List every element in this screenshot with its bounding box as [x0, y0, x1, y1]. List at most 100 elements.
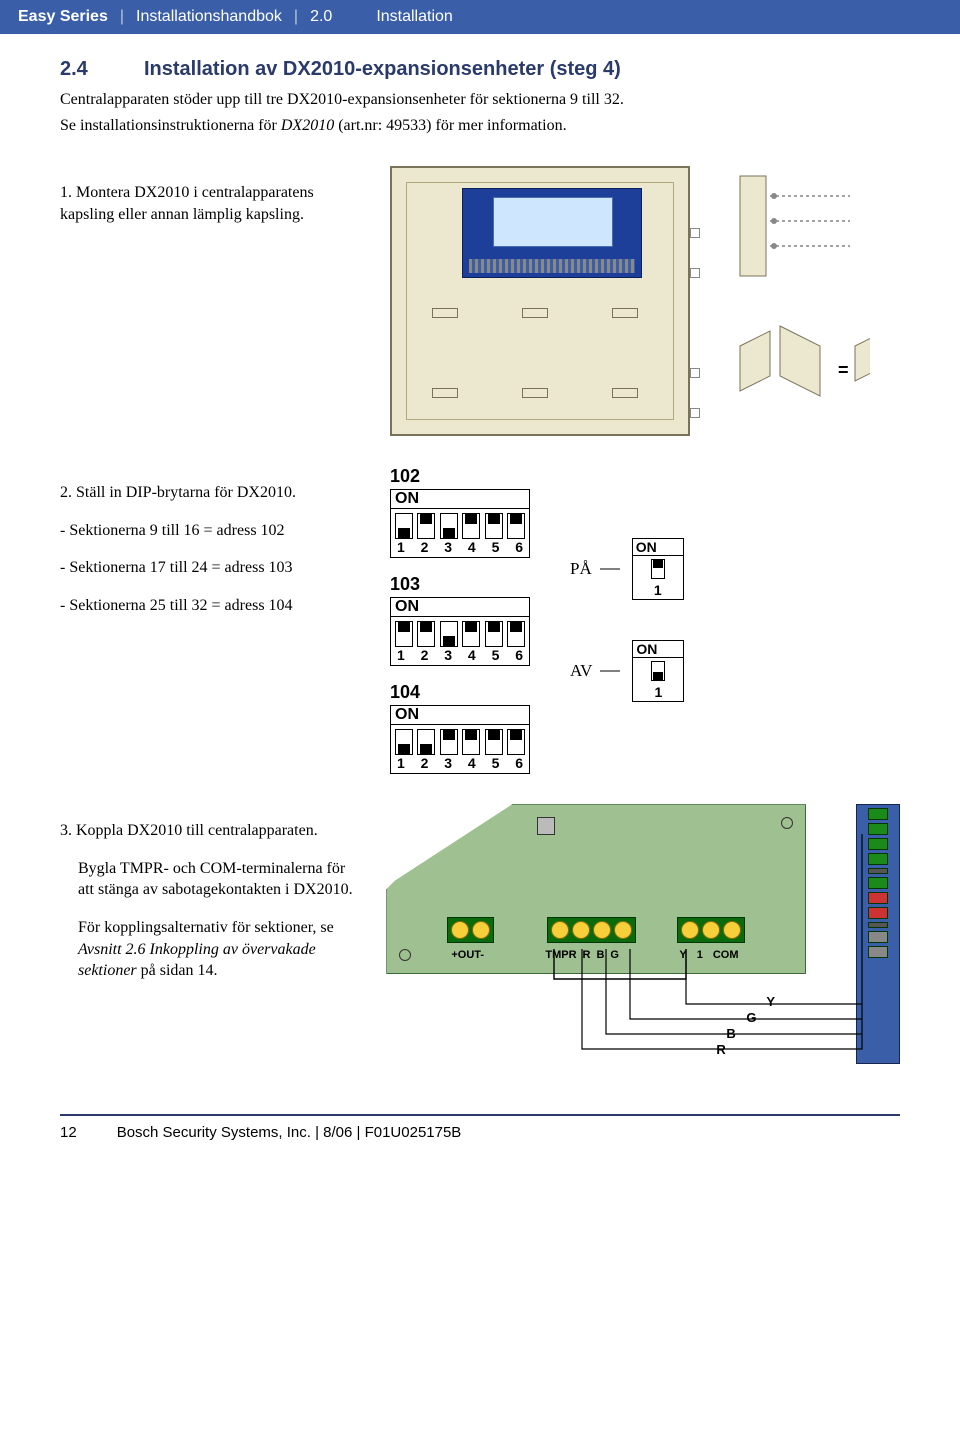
page-body: 2.4 Installation av DX2010-expansionsenh…	[0, 34, 960, 1384]
footer-text: Bosch Security Systems, Inc. | 8/06 | F0…	[117, 1124, 462, 1141]
conn-pad-4	[868, 853, 888, 865]
legend-dip-off-num: 1	[633, 684, 683, 701]
lbl-g: G	[610, 949, 619, 961]
dip-104-body	[391, 725, 529, 755]
step-1-figure: =	[390, 166, 900, 436]
dip-104-addr: 104	[390, 682, 530, 703]
dip-104-nums: 123456	[391, 755, 529, 773]
mount-hole-1	[690, 228, 700, 238]
legend-dip-on-label: ON	[633, 539, 683, 556]
svg-text:=: =	[838, 360, 849, 380]
dip-103-addr: 103	[390, 574, 530, 595]
knockout-5	[522, 388, 548, 398]
mount-hole-4	[690, 408, 700, 418]
wire-lbl-r: R	[716, 1042, 725, 1057]
dip-column: 102 ON 123456 103 ON 123456	[390, 466, 530, 774]
label-com: Y 1 COM	[679, 949, 738, 961]
knockout-1	[432, 308, 458, 318]
step-3: 3. Koppla DX2010 till centralapparaten. …	[60, 804, 900, 1064]
header-sep-2: |	[294, 8, 298, 26]
step-3-body-2: Bygla TMPR- och COM-terminalerna för att…	[78, 858, 356, 901]
section-intro: Centralapparaten stöder upp till tre DX2…	[60, 89, 900, 136]
step-2: 2. Ställ in DIP-brytarna för DX2010. - S…	[60, 466, 900, 774]
header-sep-1: |	[120, 8, 124, 26]
conn-pad-1	[868, 808, 888, 820]
legend-av: AV	[570, 661, 592, 681]
dip-104-switch: ON 123456	[390, 705, 530, 774]
conn-pad-3	[868, 838, 888, 850]
conn-pad-6	[868, 892, 888, 904]
dip-103-body	[391, 617, 529, 647]
lbl-out: +OUT-	[451, 949, 484, 961]
conn-gap-1	[868, 868, 888, 874]
dip-103-on: ON	[391, 598, 529, 617]
step-3-body-3: För kopplingsalternativ för sektioner, s…	[78, 917, 356, 982]
intro-line-1: Centralapparaten stöder upp till tre DX2…	[60, 89, 900, 111]
terminal-out	[447, 917, 494, 943]
header-section-name: Installation	[376, 8, 453, 26]
step-3-body-1: Koppla DX2010 till centralapparaten.	[76, 822, 318, 839]
intro-2b: (art.nr: 49533) för mer information.	[334, 117, 566, 134]
conn-pad-8	[868, 931, 888, 943]
legend-arrow-off	[600, 651, 624, 691]
dip-102-nums: 123456	[391, 539, 529, 557]
pcb-hole-tr	[781, 817, 793, 829]
step-3-text: 3. Koppla DX2010 till centralapparaten. …	[60, 804, 356, 998]
wire-lbl-b: B	[726, 1026, 735, 1041]
dip-102-addr: 102	[390, 466, 530, 487]
section-title: Installation av DX2010-expansionsenheter…	[144, 58, 621, 81]
label-out: +OUT-	[451, 949, 484, 961]
dip-104-on: ON	[391, 706, 529, 725]
mounting-svg: =	[710, 166, 870, 436]
step-2-num: 2.	[60, 484, 72, 501]
step-2-item-2: - Sektionerna 17 till 24 = adress 103	[72, 557, 360, 579]
step-2-title-text: Ställ in DIP-brytarna för DX2010.	[76, 484, 296, 501]
mount-hole-3	[690, 368, 700, 378]
knockout-3	[612, 308, 638, 318]
lbl-r: R	[583, 949, 591, 961]
dx2010-pcb: +OUT- TMPR R B G Y 1 COM	[386, 804, 806, 974]
step-3-line-1: 3. Koppla DX2010 till centralapparaten.	[60, 820, 356, 842]
lbl-tmpr: TMPR	[545, 949, 576, 961]
step-1: 1. Montera DX2010 i centralapparatens ka…	[60, 166, 900, 436]
pcb-tamper-switch	[537, 817, 555, 835]
enclosure-box	[390, 166, 690, 436]
footer-page-number: 12	[60, 1124, 77, 1141]
terminal-bus	[547, 917, 636, 943]
step-2-title: 2. Ställ in DIP-brytarna för DX2010.	[60, 482, 360, 504]
header-chapter: 2.0	[310, 8, 332, 26]
dip-102-on: ON	[391, 490, 529, 509]
legend-on-row: PÅ ON 1	[570, 538, 684, 600]
header-title: Installationshandbok	[136, 8, 282, 26]
board-screen	[493, 197, 613, 247]
step-1-num: 1.	[60, 184, 72, 201]
step-3-num: 3.	[60, 822, 72, 839]
lbl-com: COM	[713, 949, 739, 961]
legend-dip-on-num: 1	[633, 582, 683, 599]
knockout-4	[432, 388, 458, 398]
circuit-board	[462, 188, 642, 278]
wire-lbl-g: G	[746, 1010, 756, 1025]
page-footer: 12 Bosch Security Systems, Inc. | 8/06 |…	[60, 1114, 900, 1141]
wire-lbl-y: Y	[766, 994, 775, 1009]
step-2-figure: 102 ON 123456 103 ON 123456	[390, 466, 900, 774]
step-1-para: 1. Montera DX2010 i centralapparatens ka…	[60, 182, 360, 225]
step-2-item-1: - Sektionerna 9 till 16 = adress 102	[72, 520, 360, 542]
lbl-1: 1	[697, 949, 703, 961]
conn-pad-2	[868, 823, 888, 835]
legend-dip-on: ON 1	[632, 538, 684, 600]
conn-pad-9	[868, 946, 888, 958]
step-1-text: 1. Montera DX2010 i centralapparatens ka…	[60, 166, 360, 241]
step-1-body: Montera DX2010 i centralapparatens kapsl…	[60, 184, 314, 223]
step-3-3a: För kopplingsalternativ för sektioner, s…	[78, 919, 334, 936]
legend-pa: PÅ	[570, 559, 592, 579]
dip-block-103: 103 ON 123456	[390, 574, 530, 666]
legend-off-row: AV ON 1	[570, 640, 684, 702]
step-2-item-3: - Sektionerna 25 till 32 = adress 104	[72, 595, 360, 617]
conn-pad-5	[868, 877, 888, 889]
intro-line-2: Se installationsinstruktionerna för DX20…	[60, 115, 900, 137]
page-header: Easy Series | Installationshandbok | 2.0…	[0, 0, 960, 34]
side-connector	[856, 804, 900, 1064]
legend-dip-off: ON 1	[632, 640, 684, 702]
lbl-b: B	[596, 949, 604, 961]
